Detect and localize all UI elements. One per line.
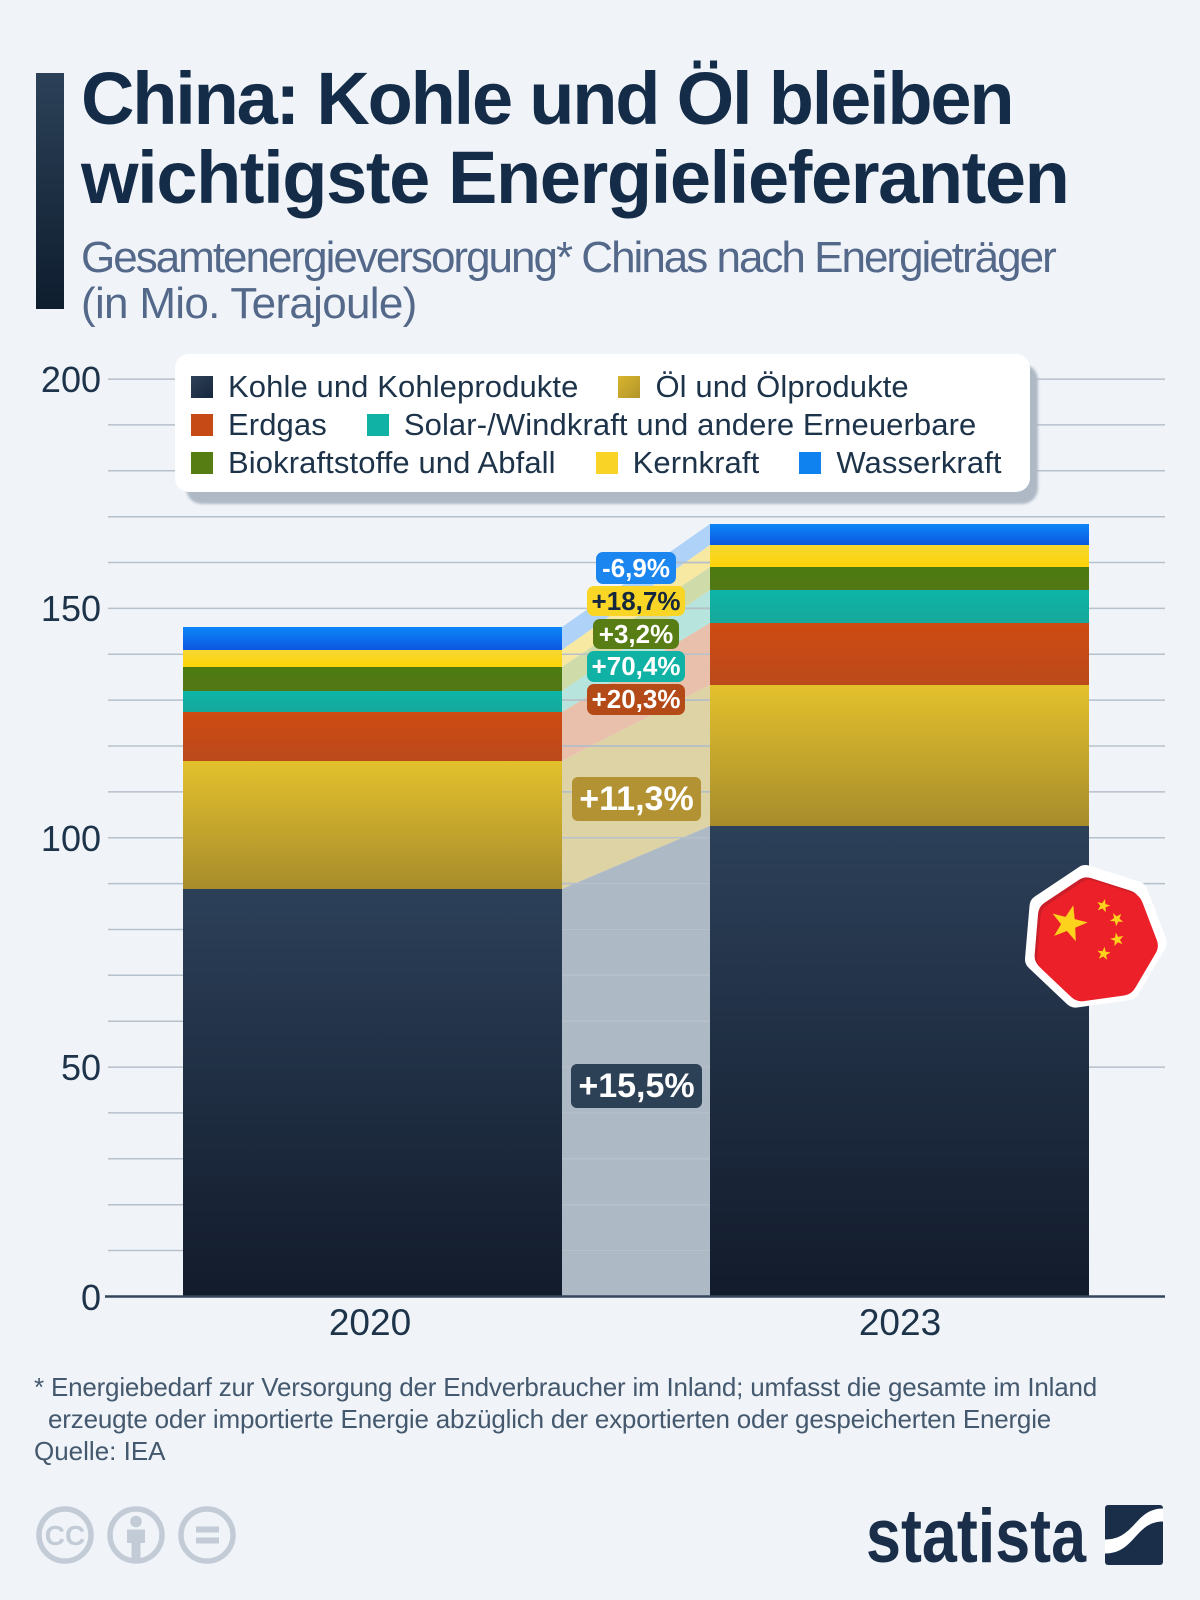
svg-text:CC: CC	[45, 1520, 85, 1551]
svg-text:statista: statista	[866, 1500, 1087, 1575]
